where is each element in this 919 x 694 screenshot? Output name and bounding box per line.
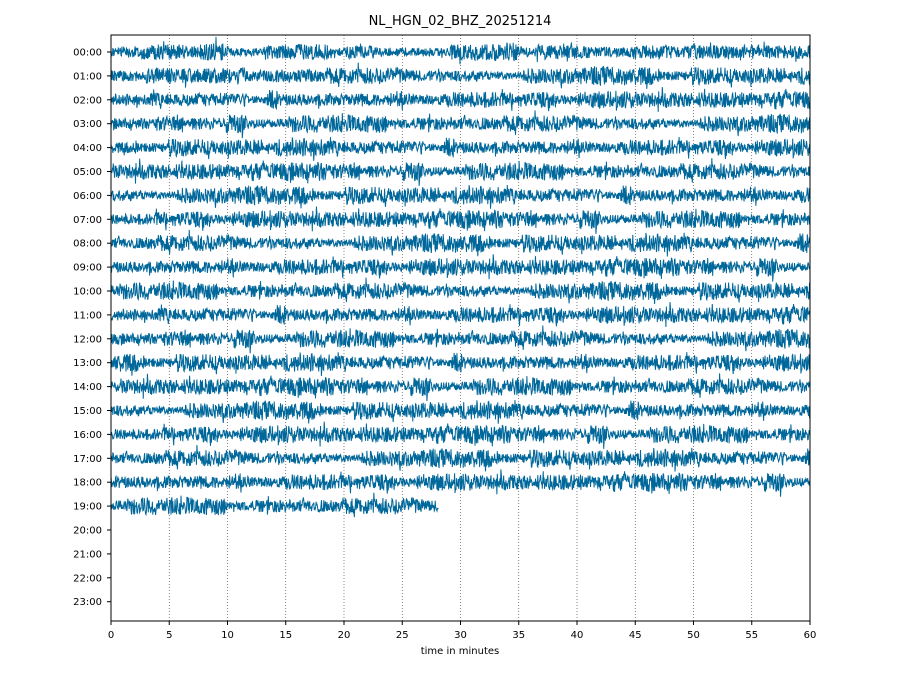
trace-row-07:00 bbox=[110, 206, 811, 234]
y-tick-label: 11:00 bbox=[73, 310, 102, 321]
trace-row-19:00 bbox=[110, 492, 439, 518]
trace-row-05:00 bbox=[111, 158, 811, 187]
x-tick-label: 0 bbox=[108, 630, 114, 641]
x-axis-label: time in minutes bbox=[421, 646, 500, 657]
y-tick-label: 08:00 bbox=[73, 239, 102, 250]
y-tick-label: 02:00 bbox=[73, 95, 102, 106]
x-tick-label: 10 bbox=[221, 630, 234, 641]
chart-title: NL_HGN_02_BHZ_20251214 bbox=[369, 14, 552, 29]
x-tick-label: 35 bbox=[512, 630, 525, 641]
y-tick-label: 10:00 bbox=[73, 287, 102, 298]
trace-row-03:00 bbox=[110, 110, 811, 139]
x-tick-label: 25 bbox=[396, 630, 409, 641]
trace-row-01:00 bbox=[110, 62, 811, 89]
y-tick-label: 22:00 bbox=[73, 573, 102, 584]
x-tick-label: 60 bbox=[804, 630, 817, 641]
y-tick-label: 19:00 bbox=[73, 502, 102, 513]
y-tick-label: 15:00 bbox=[73, 406, 102, 417]
y-tick-label: 07:00 bbox=[73, 215, 102, 226]
y-tick-label: 01:00 bbox=[73, 71, 102, 82]
trace-row-11:00 bbox=[110, 302, 811, 328]
y-tick-label: 14:00 bbox=[73, 382, 102, 393]
y-tick-label: 21:00 bbox=[73, 549, 102, 560]
x-tick-label: 40 bbox=[571, 630, 584, 641]
trace-row-12:00 bbox=[110, 325, 811, 354]
y-tick-label: 17:00 bbox=[73, 454, 102, 465]
trace-row-02:00 bbox=[110, 86, 811, 112]
y-tick-label: 23:00 bbox=[73, 597, 102, 608]
y-tick-label: 16:00 bbox=[73, 430, 102, 441]
trace-row-17:00 bbox=[110, 444, 811, 472]
trace-row-08:00 bbox=[110, 229, 811, 257]
trace-row-14:00 bbox=[110, 373, 811, 402]
y-tick-label: 04:00 bbox=[73, 143, 102, 154]
y-tick-label: 06:00 bbox=[73, 191, 102, 202]
y-axis: 00:00 01:00 02:00 03:00 04:00 05:00 06:00 07:00… bbox=[73, 48, 111, 608]
trace-row-00:00 bbox=[110, 36, 811, 65]
trace-row-09:00 bbox=[110, 254, 811, 282]
trace-row-04:00 bbox=[110, 136, 811, 161]
x-tick-label: 55 bbox=[745, 630, 758, 641]
trace-row-16:00 bbox=[110, 421, 811, 449]
x-tick-label: 45 bbox=[629, 630, 642, 641]
x-tick-label: 15 bbox=[279, 630, 292, 641]
y-tick-label: 03:00 bbox=[73, 119, 102, 130]
y-tick-label: 05:00 bbox=[73, 167, 102, 178]
x-tick-label: 5 bbox=[166, 630, 172, 641]
y-tick-label: 12:00 bbox=[73, 334, 102, 345]
x-axis: 0 5 10 15 20 25 30 35 40 45 50 55 60 bbox=[108, 621, 817, 641]
y-tick-label: 18:00 bbox=[73, 478, 102, 489]
x-tick-label: 50 bbox=[687, 630, 700, 641]
trace-row-10:00 bbox=[110, 277, 811, 305]
trace-row-15:00 bbox=[110, 400, 811, 424]
y-tick-label: 13:00 bbox=[73, 358, 102, 369]
y-tick-label: 20:00 bbox=[73, 526, 102, 537]
y-tick-label: 09:00 bbox=[73, 263, 102, 274]
y-tick-label: 00:00 bbox=[73, 48, 102, 59]
trace-row-13:00 bbox=[110, 352, 811, 377]
trace-row-18:00 bbox=[110, 469, 811, 497]
trace-row-06:00 bbox=[110, 184, 811, 209]
x-tick-label: 20 bbox=[338, 630, 351, 641]
traces bbox=[110, 36, 811, 518]
x-tick-label: 30 bbox=[454, 630, 467, 641]
